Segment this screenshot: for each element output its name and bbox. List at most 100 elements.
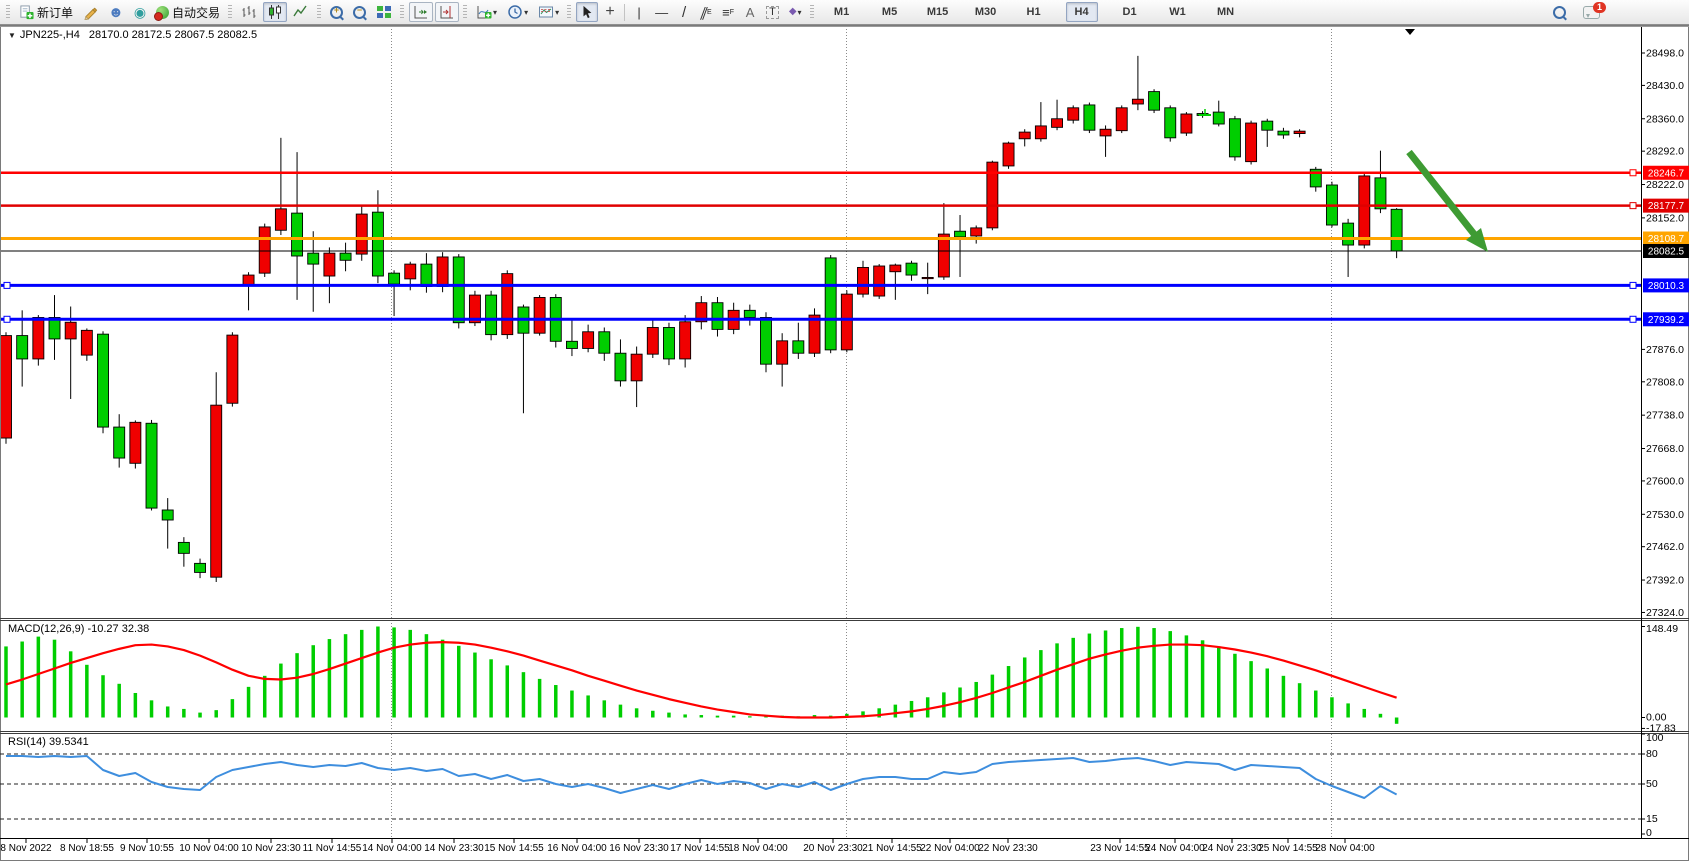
timeframe-m30-button[interactable]: M30 [974,6,997,18]
candle-body [210,404,223,578]
search-button[interactable] [1549,2,1570,22]
timeframe-m1-button[interactable]: M1 [833,6,850,18]
macd-histogram-bar [893,704,898,718]
candle-body [808,314,821,354]
macd-histogram-bar [618,704,623,718]
line-handle[interactable] [1629,169,1637,177]
chart-window[interactable]: 28498.0 28430.0 28360.0 28292.0 28222.0 28152… [0,25,1689,861]
text-tool-icon: A [745,4,755,20]
trade-level-marker [1199,109,1211,116]
line-handle[interactable] [1629,315,1637,323]
shapes-tool-button[interactable]: ◆ ▾ [785,2,806,22]
rsi-axis-label: 0 [1646,827,1652,839]
macd-histogram-bar [133,692,138,718]
timeframe-h4-button[interactable]: H4 [1065,2,1098,22]
notifications-button[interactable]: 1 [1579,1,1606,22]
fibonacci-sub-label: F [729,8,735,16]
auto-trading-button[interactable]: 自动交易 [152,2,224,22]
line-handle[interactable] [1629,202,1637,210]
signal-button[interactable]: ◉ [130,2,150,22]
new-order-button[interactable]: 新订单 [15,2,77,22]
date-axis[interactable]: 8 Nov 2022 8 Nov 18:55 9 Nov 10:55 10 Nov 0… [0,838,1375,854]
candle-body [937,233,950,278]
tile-windows-button[interactable] [372,2,396,22]
zoom-in-button[interactable]: + [326,2,347,22]
macd-panel: 148.49 0.00-17.83 [4,623,1678,734]
profile-button[interactable]: ☻ [104,2,128,22]
toolbar-grip[interactable] [228,4,233,20]
toolbar-grip[interactable] [809,4,814,20]
price-line-label: 28177.7 [1643,198,1689,213]
trendline-tool-button[interactable]: / [674,2,694,22]
toolbar-grip[interactable] [567,4,572,20]
dropdown-caret-icon: ▾ [524,7,529,17]
timeframe-mn-button[interactable]: MN [1216,6,1235,18]
periods-button[interactable]: ▾ [503,2,532,22]
period-separators [391,26,1332,838]
candle-body [1148,91,1161,111]
candle-body [339,252,352,261]
macd-histogram-bar [1006,666,1011,718]
toolbar-grip[interactable] [317,4,322,20]
chart-canvas[interactable]: 28498.0 28430.0 28360.0 28292.0 28222.0 28152… [0,25,1689,861]
timeframe-d1-button[interactable]: D1 [1122,6,1137,18]
crosshair-tool-button[interactable]: + [600,2,620,22]
candle-body [582,331,595,349]
candle-body [468,294,481,324]
toolbar-grip[interactable] [400,4,405,20]
macd-histogram-bar [812,715,817,718]
macd-histogram-bar [1314,690,1318,718]
candle-body [1342,222,1355,246]
new-order-label: 新订单 [37,5,74,20]
timeframe-m5-button[interactable]: M5 [881,6,898,18]
panel-borders [0,25,1689,861]
line-chart-button[interactable] [289,2,313,22]
macd-histogram-bar [182,708,186,718]
vertical-line-tool-button[interactable]: | [629,2,649,22]
text-label-tool-button[interactable]: T [762,2,783,22]
timeframe-w1-button[interactable]: W1 [1169,6,1186,18]
price-line-label: 28082.5 [1643,243,1689,258]
timeframe-h1-button[interactable]: H1 [1026,6,1041,18]
templates-button[interactable]: ▾ [534,2,563,22]
candle-body [32,317,45,360]
macd-histogram-bar [52,639,57,718]
collapse-triangle-icon[interactable]: ▼ [8,31,16,40]
crayon-button[interactable] [79,2,102,22]
date-tick-label: 8 Nov 18:55 [60,843,114,854]
line-handle[interactable] [3,315,11,323]
price-axis[interactable]: 28498.0 28430.0 28360.0 28292.0 28222.0 28152… [1641,48,1684,619]
candle-body [258,226,271,274]
macd-axis-label: 148.49 [1646,623,1678,635]
candle-body [501,273,514,336]
macd-title: MACD(12,26,9) -10.27 32.38 [8,623,150,635]
horizontal-line-tool-button[interactable]: — [651,2,672,22]
trend-arrow-annotation[interactable] [1406,149,1488,252]
signal-icon: ◉ [133,4,147,20]
timeframe-m15-button[interactable]: M15 [926,6,949,18]
channel-tool-button[interactable]: ∥ E [696,2,716,22]
add-indicator-button[interactable]: ▾ [472,2,501,22]
toolbar-grip[interactable] [463,4,468,20]
candlestick-chart-button[interactable] [263,2,288,22]
text-label-icon: T [766,5,779,19]
chart-shift-button[interactable] [435,2,460,22]
auto-scroll-button[interactable] [409,2,434,22]
toolbar-grip[interactable] [6,4,10,20]
rsi-axis-label: 15 [1646,813,1658,825]
cursor-tool-button[interactable] [576,2,599,22]
macd-histogram-bar [521,672,526,718]
candle-body [161,509,174,521]
date-tick-label: 10 Nov 04:00 [179,843,239,854]
line-handle[interactable] [1629,281,1637,289]
date-tick-label: 14 Nov 04:00 [362,843,422,854]
price-tick-label: 27738.0 [1646,410,1684,422]
candle-body [566,340,578,349]
fibonacci-tool-button[interactable]: ≡ F [718,2,738,22]
candle-body [1374,177,1387,210]
zoom-out-button[interactable]: − [349,2,370,22]
bar-chart-button[interactable] [237,2,261,22]
line-handle[interactable] [3,281,11,289]
candle-body [1212,111,1225,125]
text-tool-button[interactable]: A [740,2,760,22]
